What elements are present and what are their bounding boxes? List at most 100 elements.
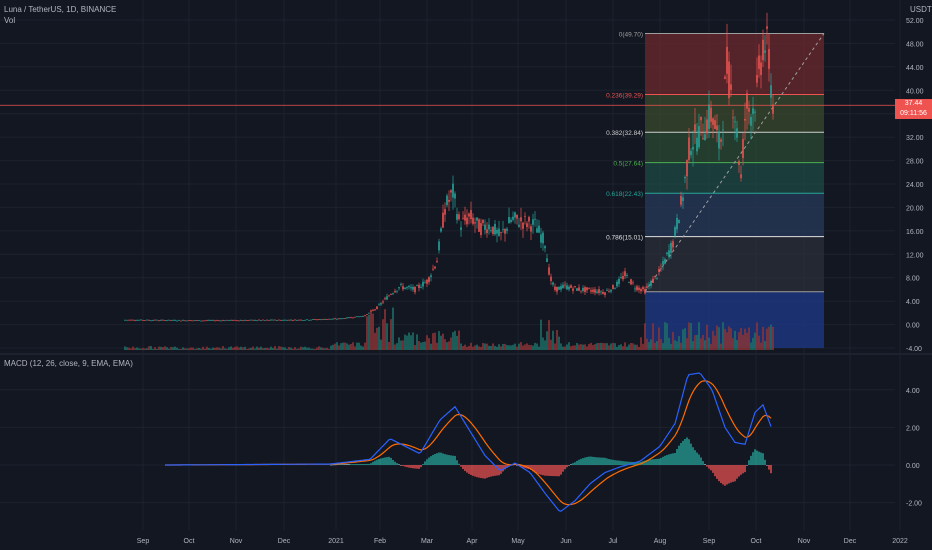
candle-body <box>516 214 518 219</box>
volume-bar <box>212 347 214 350</box>
macd-histogram-bar <box>718 465 720 482</box>
candle-body <box>754 111 756 113</box>
volume-bar <box>296 348 298 350</box>
candle-body <box>760 62 762 76</box>
candle-body <box>670 242 672 253</box>
macd-histogram-bar <box>468 465 470 474</box>
macd-histogram-bar <box>332 464 334 466</box>
candle-body <box>356 316 358 318</box>
candle-body <box>654 275 656 277</box>
macd-histogram-bar <box>766 465 768 466</box>
macd-histogram-bar <box>584 457 586 465</box>
macd-label[interactable]: MACD (12, 26, close, 9, EMA, EMA) <box>4 359 133 368</box>
macd-histogram-bar <box>420 465 422 468</box>
volume-bar <box>310 348 312 350</box>
candle-body <box>424 282 426 284</box>
volume-bar <box>678 336 680 350</box>
candle-body <box>266 319 268 321</box>
macd-histogram-bar <box>362 463 364 465</box>
candle-body <box>318 319 320 321</box>
volume-bar <box>430 343 432 350</box>
volume-bar <box>276 348 278 350</box>
candle-body <box>378 304 380 306</box>
candle-body <box>610 289 612 292</box>
candle-body <box>634 288 636 290</box>
volume-bar <box>702 334 704 350</box>
volume-bar <box>698 322 700 350</box>
volume-bar <box>260 346 262 350</box>
candle-body <box>364 315 366 317</box>
volume-bar <box>278 346 280 350</box>
volume-bar <box>748 327 750 350</box>
macd-histogram-bar <box>696 452 698 465</box>
candle-body <box>714 120 716 129</box>
fibonacci-retracement[interactable]: 0(49.70) 0.236(39.29) 0.382(32.84) 0.5(27.6… <box>606 31 825 348</box>
volume-bar <box>638 346 640 350</box>
candle-body <box>304 319 306 321</box>
macd-histogram-bar <box>448 455 450 465</box>
candle-body <box>150 320 152 322</box>
macd-histogram-bar <box>380 458 382 465</box>
candle-body <box>750 116 752 126</box>
candle-body <box>644 289 646 294</box>
candle-body <box>340 318 342 320</box>
macd-histogram-bar <box>406 465 408 468</box>
candle-body <box>226 319 228 321</box>
volume-bar <box>238 347 240 350</box>
volume-bar <box>696 334 698 350</box>
macd-histogram-bar <box>350 464 352 465</box>
volume-bar <box>718 327 720 350</box>
candle-body <box>230 319 232 321</box>
macd-histogram-bar <box>424 461 426 465</box>
candle-body <box>254 319 256 321</box>
volume-bar <box>486 343 488 350</box>
macd-histogram-bar <box>360 463 362 465</box>
candle-body <box>136 320 138 321</box>
candle-body <box>494 223 496 235</box>
volume-bar <box>254 348 256 350</box>
macd-histogram-bar <box>342 464 344 465</box>
price-tick-label: 48.00 <box>906 41 924 48</box>
volume-bar <box>756 322 758 350</box>
volume-bar <box>524 344 526 350</box>
candle-body <box>530 226 532 232</box>
macd-histogram-bar <box>754 449 756 465</box>
volume-bar <box>126 347 128 350</box>
symbol-title[interactable]: Luna / TetherUS, 1D, BINANCE <box>4 5 117 14</box>
time-tick-label: Jun <box>560 538 571 545</box>
volume-bar <box>322 347 324 350</box>
candle-body <box>348 317 350 319</box>
price-tick-label: 28.00 <box>906 159 924 166</box>
volume-bar <box>192 347 194 350</box>
volume-bar <box>504 343 506 350</box>
candle-body <box>326 319 328 320</box>
macd-histogram-bar <box>458 463 460 465</box>
candle-body <box>324 319 326 320</box>
macd-histogram-bar <box>556 465 558 477</box>
current-price-badge: 37.44 09:11:56 <box>895 99 932 119</box>
candle-body <box>498 228 500 236</box>
volume-bar <box>472 346 474 350</box>
candle-body <box>438 241 440 251</box>
volume-label[interactable]: Vol <box>4 16 16 25</box>
macd-histogram-bar <box>624 461 626 465</box>
time-tick-label: 2021 <box>328 538 344 545</box>
macd-histogram-bar <box>388 456 390 465</box>
candle-body <box>452 183 454 198</box>
candle-body <box>236 320 238 322</box>
volume-bar <box>498 344 500 350</box>
volume-bar <box>458 330 460 350</box>
macd-histogram-bar <box>648 459 650 465</box>
candle-body <box>444 208 446 215</box>
volume-bar <box>416 334 418 350</box>
candle-body <box>518 224 520 227</box>
macd-histogram-bar <box>386 457 388 465</box>
currency-label[interactable]: USDT <box>910 5 932 14</box>
volume-bar <box>580 344 582 350</box>
volume-bar <box>180 348 182 350</box>
macd-histogram-bar <box>758 451 760 465</box>
macd-histogram-bar <box>764 459 766 465</box>
candle-body <box>284 319 286 321</box>
macd-histogram-bar <box>430 456 432 465</box>
